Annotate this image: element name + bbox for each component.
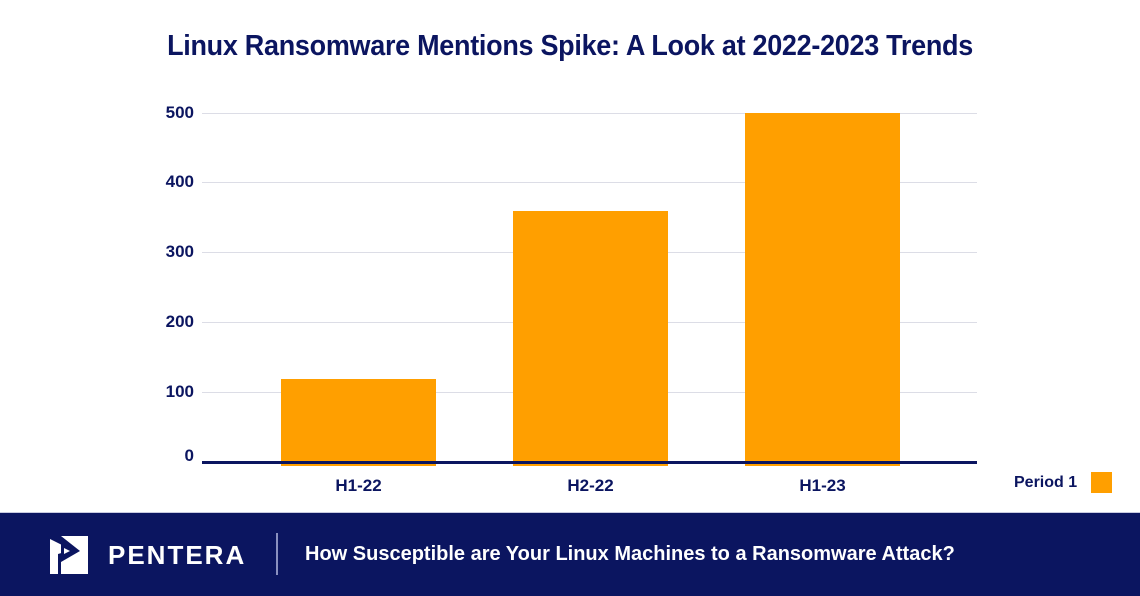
legend-label: Period 1	[1014, 473, 1078, 491]
footer-banner: PENTERA How Susceptible are Your Linux M…	[0, 512, 1140, 596]
y-tick-label: 100	[165, 382, 194, 401]
bar-h2-22	[513, 211, 668, 466]
brand-name: PENTERA	[108, 540, 247, 570]
y-tick-label: 0	[184, 446, 194, 465]
footer-separator	[276, 533, 278, 575]
x-tick-label: H1-23	[799, 476, 846, 495]
gridline-500	[202, 113, 977, 114]
pentera-logo-icon	[50, 536, 88, 574]
x-tick-label: H2-22	[567, 476, 614, 495]
chart-legend: Period 1	[1014, 472, 1113, 493]
bar-h1-22	[281, 379, 436, 466]
y-tick-label: 400	[165, 172, 194, 191]
bar-h1-23	[745, 113, 900, 466]
y-tick-label: 200	[165, 312, 194, 331]
chart-title: Linux Ransomware Mentions Spike: A Look …	[167, 30, 973, 62]
gridline-400	[202, 182, 977, 183]
chart-plot-area: 500 400 300 200 100 0 H1-22 H2-22 H1-23 …	[165, 103, 1113, 495]
x-tick-label: H1-22	[335, 476, 382, 495]
y-tick-label: 300	[165, 242, 194, 261]
legend-swatch	[1091, 472, 1113, 493]
y-tick-label: 500	[165, 103, 194, 122]
footer-tagline: How Susceptible are Your Linux Machines …	[305, 543, 955, 565]
x-axis-line	[202, 461, 977, 464]
